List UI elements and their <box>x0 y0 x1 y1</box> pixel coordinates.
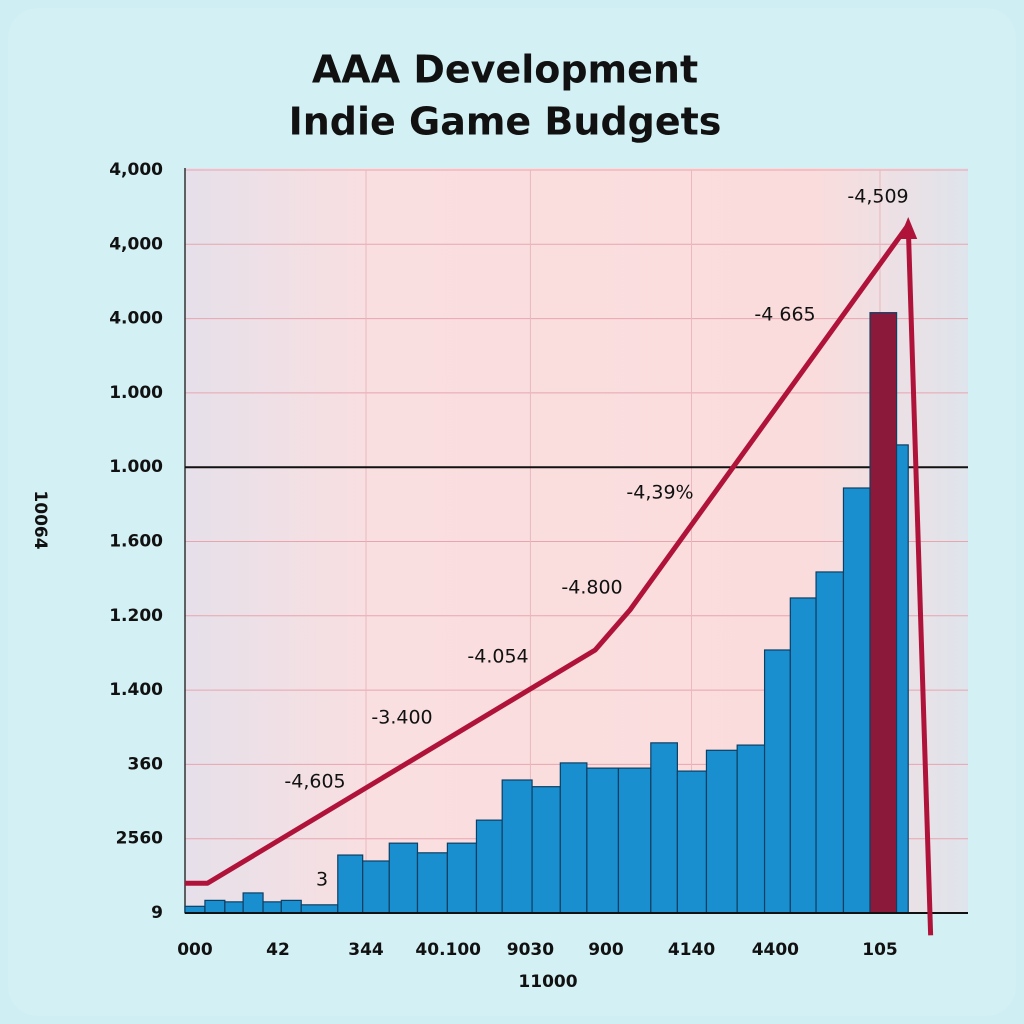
bar <box>842 487 871 914</box>
y-tick-label: 360 <box>128 754 164 774</box>
annotation: -4,39% <box>626 482 693 504</box>
annotation: -4 665 <box>754 304 815 326</box>
chart-title: Indie Game Budgets <box>289 100 722 144</box>
bar <box>705 749 738 914</box>
x-tick-label: 4400 <box>752 940 799 960</box>
bar <box>531 786 561 914</box>
x-axis-label: 11000 <box>518 972 577 992</box>
annotation: -4.800 <box>561 577 622 599</box>
bar <box>586 767 620 914</box>
x-tick-label: 000 <box>177 940 213 960</box>
bar <box>280 899 302 914</box>
arrowhead <box>899 216 918 239</box>
bar <box>475 819 503 914</box>
bar <box>416 852 448 914</box>
bar <box>388 842 419 914</box>
bar <box>300 904 339 914</box>
annotation: -4,509 <box>847 186 908 208</box>
bar <box>559 762 588 914</box>
bar <box>446 842 478 914</box>
annotation: -3.400 <box>371 707 432 729</box>
y-tick-label: 9 <box>151 903 163 923</box>
bar <box>617 767 652 914</box>
x-tick-label: 344 <box>348 940 384 960</box>
bar <box>337 854 364 914</box>
bar <box>789 597 817 914</box>
bar <box>224 901 244 914</box>
y-tick-label: 4,000 <box>109 234 163 254</box>
bar <box>895 444 909 914</box>
y-tick-label: 1.000 <box>109 383 163 403</box>
annotation: -4.054 <box>467 646 528 668</box>
x-tick-label: 900 <box>588 940 624 960</box>
x-tick-label: 40.100 <box>415 940 481 960</box>
bar <box>869 312 898 914</box>
bar <box>763 649 791 914</box>
annotation: -4,605 <box>284 771 345 793</box>
x-tick-label: 9030 <box>507 940 554 960</box>
bar <box>736 744 766 914</box>
y-tick-label: 1.000 <box>109 457 163 477</box>
chart-title: AAA Development <box>312 48 698 92</box>
y-tick-label: 2560 <box>116 829 163 849</box>
y-tick-label: 4,000 <box>109 160 163 180</box>
x-tick-label: 105 <box>862 940 898 960</box>
bar <box>262 901 282 914</box>
bar <box>242 892 264 914</box>
y-tick-label: 1.400 <box>109 680 163 700</box>
y-axis-label: 10064 <box>30 490 50 549</box>
y-tick-label: 1.600 <box>109 532 163 552</box>
y-tick-label: 1.200 <box>109 606 163 626</box>
y-tick-label: 4.000 <box>109 309 163 329</box>
trend-line <box>185 222 934 936</box>
bar <box>501 779 533 914</box>
bar <box>676 770 708 914</box>
x-tick-label: 42 <box>266 940 290 960</box>
bar <box>204 899 226 914</box>
annotation: 3 <box>316 869 328 891</box>
bar <box>184 905 206 914</box>
x-tick-label: 4140 <box>668 940 715 960</box>
bar <box>650 742 678 914</box>
bar <box>815 571 845 914</box>
bar <box>362 860 390 914</box>
